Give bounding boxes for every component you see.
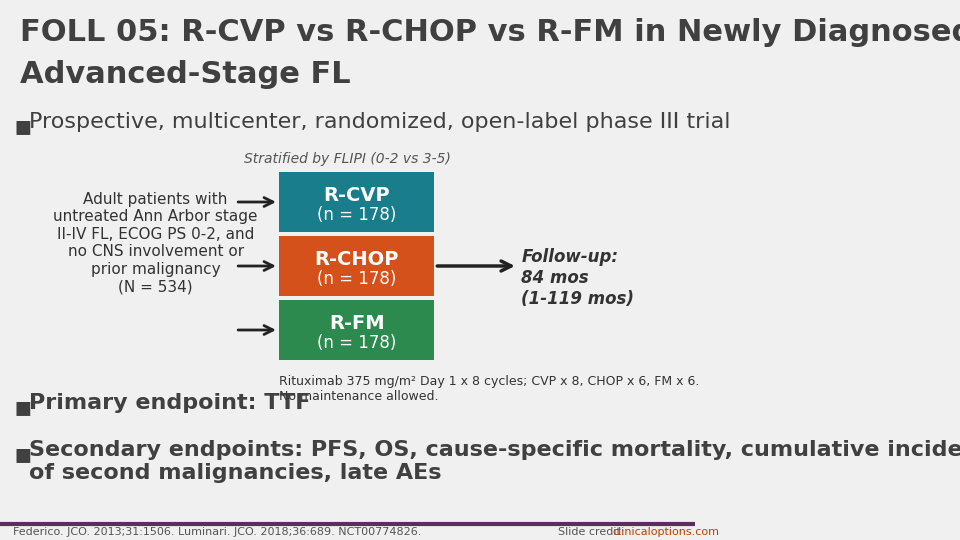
Text: (n = 178): (n = 178) — [317, 270, 396, 288]
Text: R-FM: R-FM — [329, 314, 384, 333]
Text: Federico. JCO. 2013;31:1506. Luminari. JCO. 2018;36:689. NCT00774826.: Federico. JCO. 2013;31:1506. Luminari. J… — [13, 527, 421, 537]
Text: Primary endpoint: TTF: Primary endpoint: TTF — [29, 393, 310, 413]
Text: Follow-up:
84 mos
(1-119 mos): Follow-up: 84 mos (1-119 mos) — [521, 248, 635, 308]
FancyBboxPatch shape — [278, 236, 435, 296]
Text: clinicaloptions.com: clinicaloptions.com — [612, 527, 720, 537]
Text: Slide credit:: Slide credit: — [558, 527, 628, 537]
Text: Secondary endpoints: PFS, OS, cause-specific mortality, cumulative incidence: Secondary endpoints: PFS, OS, cause-spec… — [29, 440, 960, 460]
Text: R-CHOP: R-CHOP — [315, 250, 398, 269]
Text: R-CVP: R-CVP — [324, 186, 390, 205]
Text: of second malignancies, late AEs: of second malignancies, late AEs — [29, 463, 442, 483]
Text: ▪: ▪ — [13, 440, 32, 468]
Text: ▪: ▪ — [13, 393, 32, 421]
Text: FOLL 05: R-CVP vs R-CHOP vs R-FM in Newly Diagnosed: FOLL 05: R-CVP vs R-CHOP vs R-FM in Newl… — [20, 18, 960, 47]
Text: Prospective, multicenter, randomized, open-label phase III trial: Prospective, multicenter, randomized, op… — [29, 112, 731, 132]
Text: Adult patients with
untreated Ann Arbor stage
II-IV FL, ECOG PS 0-2, and
no CNS : Adult patients with untreated Ann Arbor … — [54, 192, 258, 294]
FancyBboxPatch shape — [278, 172, 435, 232]
Text: Rituximab 375 mg/m² Day 1 x 8 cycles; CVP x 8, CHOP x 6, FM x 6.
No maintenance : Rituximab 375 mg/m² Day 1 x 8 cycles; CV… — [278, 375, 699, 403]
Text: (n = 178): (n = 178) — [317, 334, 396, 352]
FancyBboxPatch shape — [278, 300, 435, 360]
Text: Stratified by FLIPI (0-2 vs 3-5): Stratified by FLIPI (0-2 vs 3-5) — [244, 152, 451, 166]
Text: ▪: ▪ — [13, 112, 32, 140]
Text: (n = 178): (n = 178) — [317, 206, 396, 224]
Text: Advanced-Stage FL: Advanced-Stage FL — [20, 60, 351, 89]
